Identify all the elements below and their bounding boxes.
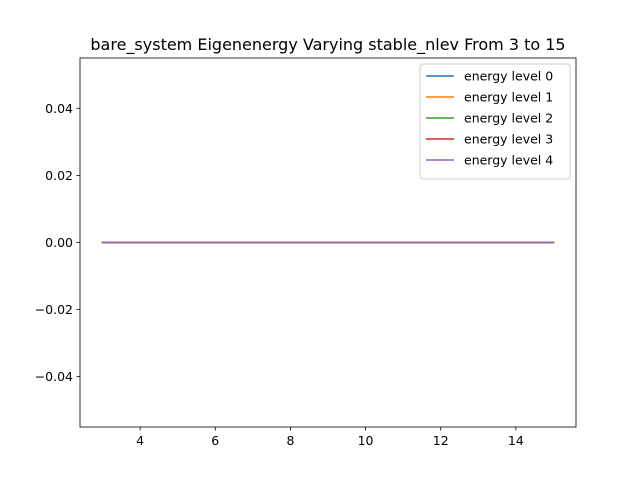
y-tick-label: 0.00 [45, 235, 73, 250]
x-tick-label: 10 [358, 433, 374, 448]
legend-label-energy-level-0: energy level 0 [464, 69, 553, 84]
chart-title: bare_system Eigenenergy Varying stable_n… [90, 35, 565, 55]
legend-box [419, 63, 571, 180]
x-tick-label: 8 [286, 433, 294, 448]
plot-frame [79, 57, 577, 428]
x-tick-label: 6 [211, 433, 219, 448]
y-tick-label: 0.02 [45, 168, 73, 183]
y-tick-label: −0.02 [35, 302, 73, 317]
y-axis: −0.04 −0.02 0.00 0.02 0.04 [35, 101, 80, 384]
x-tick-label: 14 [508, 433, 524, 448]
x-tick-label: 4 [136, 433, 144, 448]
x-axis: 4 6 8 10 12 14 [136, 427, 524, 448]
legend-label-energy-level-1: energy level 1 [464, 90, 553, 105]
legend-label-energy-level-4: energy level 4 [464, 153, 553, 168]
legend-label-energy-level-2: energy level 2 [464, 111, 553, 126]
x-tick-label: 12 [433, 433, 449, 448]
legend: energy level 0 energy level 1 energy level… [419, 63, 571, 180]
legend-label-energy-level-3: energy level 3 [464, 132, 553, 147]
y-tick-label: −0.04 [35, 369, 73, 384]
y-tick-label: 0.04 [45, 101, 73, 116]
